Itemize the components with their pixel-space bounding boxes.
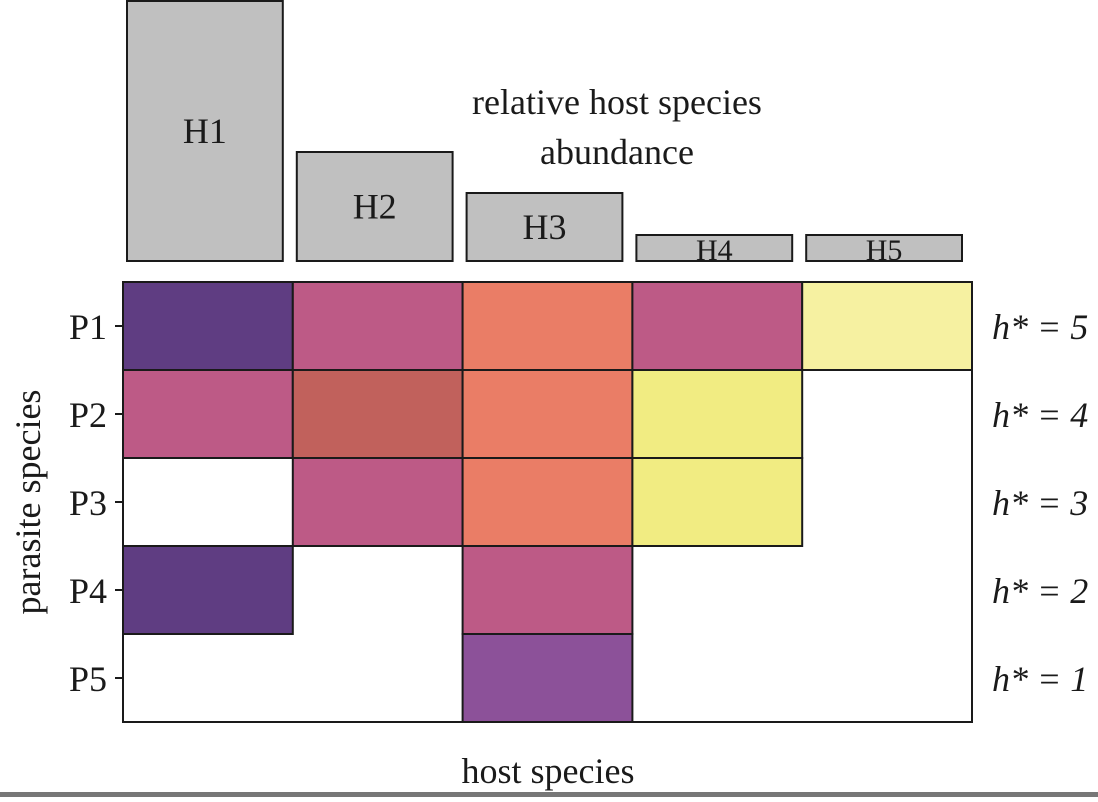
host-label-h4: H4	[696, 234, 733, 267]
host-label-h1: H1	[183, 111, 227, 151]
h-star-p4: h* = 2	[992, 571, 1088, 611]
cell-p1-h5	[801, 281, 974, 371]
abundance-bar-h5	[805, 234, 964, 262]
x-axis-title: host species	[462, 751, 635, 791]
cell-p4-h1	[122, 545, 294, 635]
cell-p3-h3	[461, 457, 634, 547]
annotation-line-2: abundance	[540, 132, 694, 172]
abundance-bar-h3	[465, 192, 624, 262]
cell-p1-h3	[461, 281, 634, 371]
cell-p1-h1	[122, 281, 294, 371]
cell-p2-h4	[631, 369, 804, 459]
parasite-label-p3: P3	[69, 483, 107, 523]
parasite-row-labels: P1 P2 P3 P4 P5	[69, 307, 123, 699]
cell-p3-h2	[291, 457, 464, 547]
abundance-bar-h4	[635, 234, 794, 262]
parasite-label-p4: P4	[69, 571, 107, 611]
bottom-rule	[0, 792, 1098, 797]
cell-p1-h4	[631, 281, 804, 371]
cell-p1-h2	[291, 281, 464, 371]
cell-p4-h3	[461, 545, 634, 635]
h-star-p5: h* = 1	[992, 659, 1088, 699]
parasite-label-p5: P5	[69, 659, 107, 699]
abundance-bar-h2	[295, 151, 454, 262]
parasite-label-p2: P2	[69, 395, 107, 435]
host-label-h3: H3	[523, 207, 567, 247]
cell-p2-h1	[122, 369, 294, 459]
y-axis-title: parasite species	[8, 390, 48, 615]
annotation-line-1: relative host species	[472, 82, 762, 122]
cell-p2-h3	[461, 369, 634, 459]
h-star-p2: h* = 4	[992, 395, 1088, 435]
cell-p2-h2	[291, 369, 464, 459]
host-label-h5: H5	[866, 234, 903, 267]
h-star-p3: h* = 3	[992, 483, 1088, 523]
matrix-cells	[122, 281, 974, 723]
h-star-p1: h* = 5	[992, 307, 1088, 347]
parasite-label-p1: P1	[69, 307, 107, 347]
abundance-bar-h1	[126, 0, 284, 262]
cell-p5-h3	[461, 633, 634, 723]
host-label-h2: H2	[353, 187, 397, 227]
cell-p3-h4	[631, 457, 804, 547]
h-star-labels: h* = 5 h* = 4 h* = 3 h* = 2 h* = 1	[992, 307, 1088, 699]
abundance-bars: H1 H2 H3 H4 H5	[126, 0, 964, 267]
